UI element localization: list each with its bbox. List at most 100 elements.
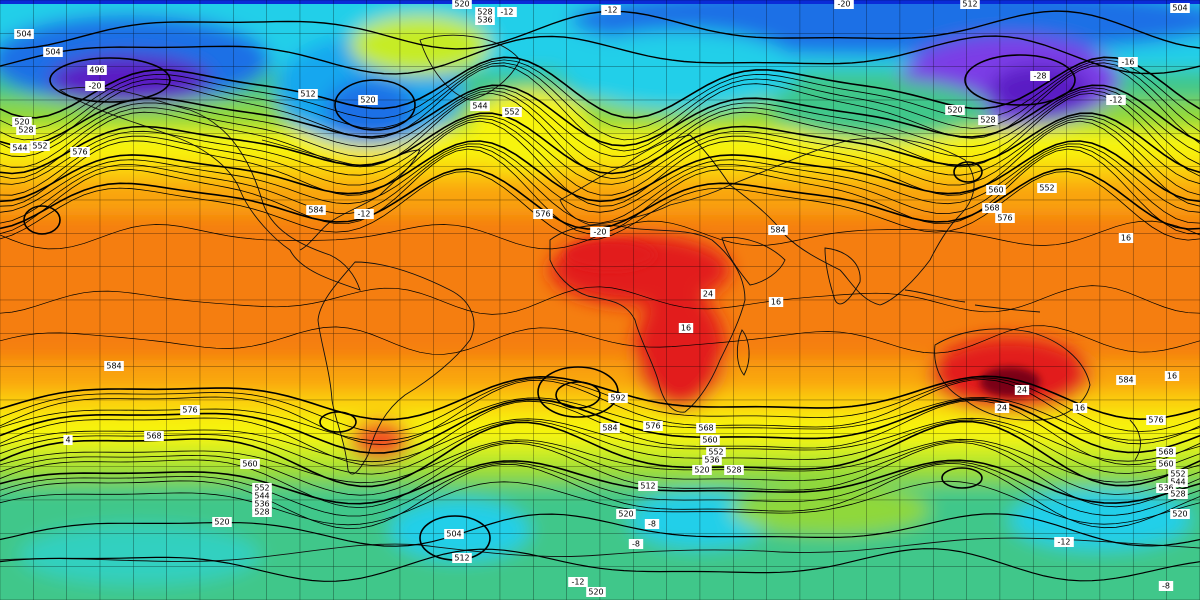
contour-label: -20 [590,227,610,237]
contour-label: 16 [1164,371,1180,381]
contour-line-south [0,480,1200,526]
contour-label-box [616,509,636,519]
contour-label-text: 536 [254,500,269,509]
contour-label-box [252,483,272,493]
contour-label: 24 [700,289,716,299]
contour-label-box [768,225,788,235]
contour-label: 592 [608,393,628,403]
contour-label-text: -20 [837,0,850,9]
contour-label-text: 544 [12,144,27,153]
contour-label-box [724,465,744,475]
contour-label-text: 520 [588,588,603,597]
contour-label: 552 [502,107,522,117]
contour-label-text: 576 [182,406,197,415]
contour-label-text: 520 [1172,510,1187,519]
contour-label-text: 512 [300,90,315,99]
contour-label-box [600,423,620,433]
contour-label-box [1014,385,1030,395]
contour-label-box [706,447,726,457]
contour-label: 504 [1170,3,1190,13]
coast-madagascar [736,329,750,376]
contour-label-text: 576 [535,210,550,219]
contour-label-text: 4 [65,436,70,445]
contour-line-south [0,419,1200,475]
contour-label-box [568,577,588,587]
contour-label: 544 [252,491,272,501]
contour-label: 584 [104,361,124,371]
contour-line-south [0,441,1200,509]
contour-line-north [0,112,1200,175]
contour-label-text: 592 [610,394,625,403]
coast-india [824,247,861,305]
contour-label: 552 [1168,469,1188,479]
contour-label-text: 504 [1172,4,1187,13]
contour-line-south [0,420,1200,488]
contour-label-box [834,0,854,9]
contour-label-text: 16 [1075,404,1085,413]
contour-label-text: 552 [504,108,519,117]
coast-asia [729,137,975,306]
contour-label-box [533,209,553,219]
contour-label-text: 576 [997,214,1012,223]
contour-label-text: 576 [645,422,660,431]
contour-line-north [0,87,1200,157]
contour-label: 528 [724,465,744,475]
contour-label-box [608,393,628,403]
contour-label-text: 16 [1167,372,1177,381]
contour-line-north [0,90,1200,168]
contour-line-south [0,440,1200,496]
contour-label-text: 528 [726,466,741,475]
contour-label-text: 528 [980,116,995,125]
center-south-atlantic-inner [555,381,601,409]
contour-line-north [0,62,1200,141]
contour-label: 520 [452,0,472,9]
contour-label-text: 552 [1170,470,1185,479]
contour-label: -12 [497,7,517,17]
contour-label: -20 [834,0,854,9]
contour-label-text: 568 [146,432,161,441]
contour-label: 528 [252,507,272,517]
contour-label-box [1156,483,1176,493]
contour-label-box [104,361,124,371]
contour-label-text: -16 [1121,58,1134,67]
contour-label: 24 [994,403,1010,413]
contour-label: 504 [14,29,34,39]
shade-blob-asia-green [770,80,990,140]
center-siberia-north [964,54,1076,106]
contour-label-text: 520 [694,466,709,475]
contour-line-south [0,459,1200,505]
contour-label-box [986,185,1006,195]
contour-label-text: -20 [88,82,101,91]
contour-label-text: 528 [18,126,33,135]
contour-label-text: 552 [32,142,47,151]
contour-label: 16 [678,323,694,333]
contour-label-text: 504 [16,30,31,39]
contour-label-box [1170,509,1190,519]
contour-label: 568 [1156,447,1176,457]
contour-line-north [0,92,1200,180]
contour-label-text: 520 [947,106,962,115]
contour-line-north [0,117,1200,196]
contour-label-text: 520 [214,518,229,527]
contour-label-text: 528 [254,508,269,517]
contour-label-text: 24 [703,290,713,299]
contour-label: 584 [768,225,788,235]
contour-line-polar [0,35,1200,75]
contour-label-box [768,297,784,307]
contour-label-box [1030,71,1050,81]
contour-label: -12 [354,209,374,219]
contour-label-text: 536 [1158,484,1173,493]
contour-label-text: 520 [454,0,469,9]
contour-label-text: 16 [771,298,781,307]
contour-label: 576 [533,209,553,219]
contour-label-box [358,95,378,105]
contour-label-box [452,0,472,9]
contour-label-text: 584 [770,226,785,235]
contour-label-box [638,481,658,491]
contour-label-box [497,7,517,17]
contour-label: 520 [616,509,636,519]
contour-label-text: 560 [242,460,257,469]
contour-label: -12 [1106,95,1126,105]
contour-label-box [502,107,522,117]
